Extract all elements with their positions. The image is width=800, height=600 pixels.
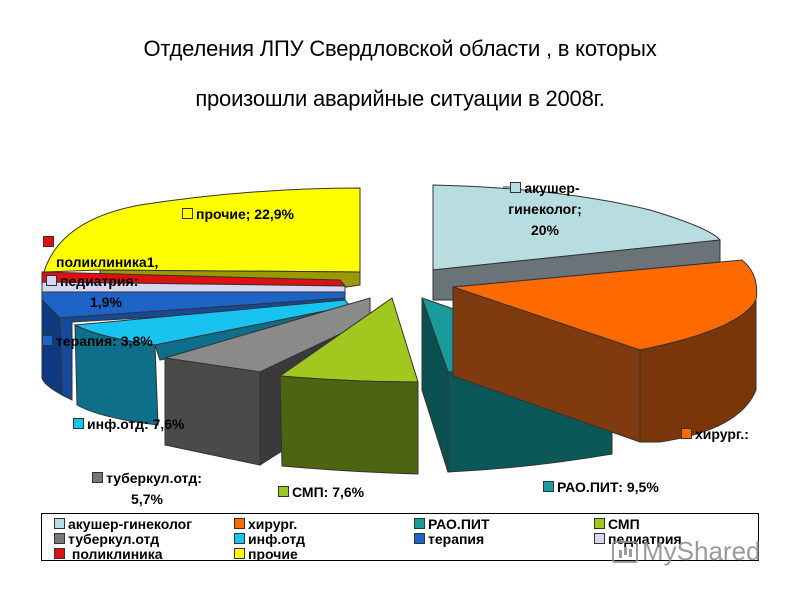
label-terapia: терапия: 3,8% [42, 333, 153, 350]
label-rao-text: РАО.ПИТ: 9,5% [557, 479, 659, 495]
legend-item-khirurg: хирург. [234, 517, 297, 532]
swatch-poliklinika [43, 236, 54, 247]
legend-swatch-pediatria [594, 533, 605, 544]
watermark: MyShared [612, 536, 761, 567]
chart-legend: акушер-гинеколог хирург. РАО.ПИТ СМП туб… [41, 513, 759, 561]
legend-label-poliklinika: поликлиника [68, 547, 163, 560]
label-smp: СМП: 7,6% [278, 484, 364, 501]
chart-title-line-2: произошли аварийные ситуации в 2008г. [195, 86, 605, 111]
label-pediatria: педиатрия: [46, 273, 138, 290]
legend-label-smp: СМП [608, 516, 640, 532]
label-tuberkul: туберкул.отд: 5,7% [77, 470, 217, 508]
label-tuberkul-line2: 5,7% [131, 491, 163, 507]
legend-item-prochie: прочие [234, 547, 298, 560]
label-inf-text: инф.отд: 7,6% [87, 416, 185, 432]
legend-item-terapia: терапия [414, 532, 484, 547]
legend-swatch-tuberkul [54, 533, 65, 544]
legend-label-akusher: акушер-гинеколог [68, 516, 193, 532]
label-terapia-text: терапия: 3,8% [56, 333, 153, 349]
label-khirurg-text: хирург.: [695, 426, 749, 442]
legend-label-rao: РАО.ПИТ [428, 516, 490, 532]
watermark-text: MyShared [642, 536, 761, 566]
legend-swatch-smp [594, 518, 605, 529]
legend-swatch-inf [234, 533, 245, 544]
legend-label-inf: инф.отд [248, 531, 305, 547]
label-prochie: прочие; 22,9% [182, 206, 294, 223]
label-akusher: акушер- гинеколог; 20% [490, 180, 600, 239]
swatch-smp [278, 486, 289, 497]
legend-swatch-khirurg [234, 518, 245, 529]
slice-smp [278, 297, 419, 475]
legend-label-terapia: терапия [428, 531, 485, 547]
label-poliklinika: поликлиника1, [56, 254, 159, 270]
label-prochie-text: прочие; 22,9% [196, 206, 294, 222]
label-tuberkul-line1: туберкул.отд: [106, 470, 202, 486]
slice-terapia [41, 291, 346, 401]
legend-item-akusher: акушер-гинеколог [54, 517, 192, 532]
swatch-tuberkul [92, 472, 104, 483]
swatch-akusher [510, 182, 522, 193]
legend-swatch-akusher [54, 518, 65, 529]
swatch-rao [543, 481, 554, 492]
legend-label-khirurg: хирург. [248, 516, 298, 532]
swatch-pediatria [46, 275, 57, 286]
swatch-khirurg [681, 428, 692, 439]
legend-item-inf: инф.отд [234, 532, 305, 547]
label-khirurg: хирург.: [681, 426, 749, 443]
label-akusher-line3: 20% [530, 222, 560, 238]
legend-item-smp: СМП [594, 517, 640, 532]
swatch-inf [73, 418, 84, 429]
chart-title-line-1: Отделения ЛПУ Свердловской области , в к… [143, 36, 657, 61]
label-smp-text: СМП: 7,6% [292, 484, 365, 500]
presentation-icon [612, 541, 638, 563]
slice-khirurg [452, 259, 758, 443]
label-inf: инф.отд: 7,6% [73, 416, 184, 433]
label-akusher-line1: акушер- [524, 180, 580, 196]
legend-label-tuberkul: туберкул.отд [68, 531, 160, 547]
label-poliklinika-swatch [43, 234, 57, 251]
label-akusher-line2: гинеколог; [508, 201, 582, 217]
legend-swatch-prochie [234, 548, 245, 559]
legend-swatch-terapia [414, 533, 425, 544]
legend-swatch-poliklinika [54, 548, 65, 559]
label-pediatria-value: 1,9% [90, 294, 122, 310]
slice-akusher [432, 184, 721, 301]
legend-item-rao: РАО.ПИТ [414, 517, 490, 532]
legend-swatch-rao [414, 518, 425, 529]
label-pediatria-line1: педиатрия: [60, 273, 139, 289]
swatch-terapia [42, 335, 53, 346]
legend-label-prochie: прочие [248, 547, 298, 560]
legend-item-poliklinika: поликлиника [54, 547, 163, 560]
legend-item-tuberkul: туберкул.отд [54, 532, 159, 547]
label-rao: РАО.ПИТ: 9,5% [543, 479, 659, 496]
swatch-prochie [182, 208, 193, 219]
